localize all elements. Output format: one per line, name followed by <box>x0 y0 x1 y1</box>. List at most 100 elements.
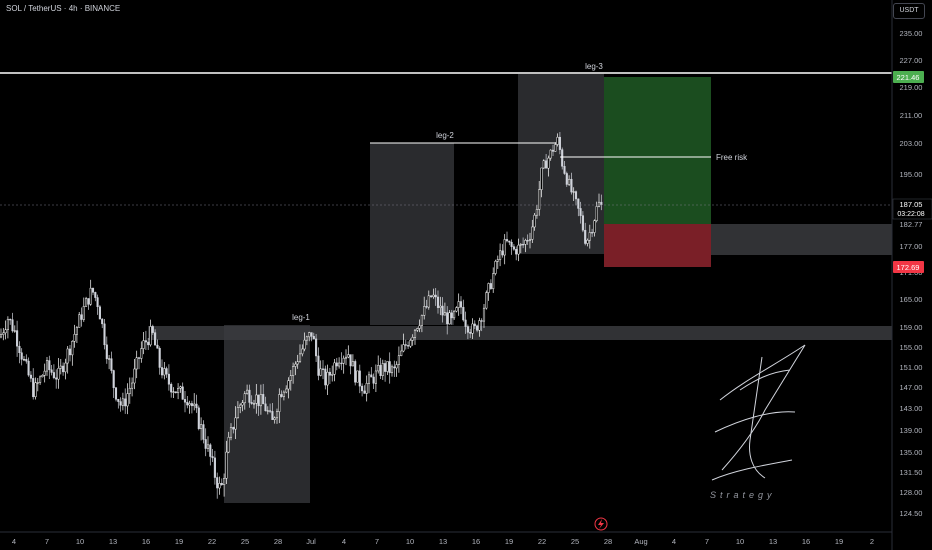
candle-body <box>427 295 430 308</box>
candle-body <box>321 368 325 370</box>
candle-body <box>363 390 366 394</box>
candle-body <box>91 287 95 293</box>
candle-body <box>48 360 51 371</box>
candle-body <box>512 246 515 250</box>
y-tick-label: 219.00 <box>900 83 923 92</box>
free-risk-label: Free risk <box>716 153 748 162</box>
candle-body <box>384 363 387 372</box>
current-price-tag <box>892 198 932 220</box>
candle-body <box>257 394 260 407</box>
price-axis[interactable]: 124.50 128.00 131.50 135.00 139.00 143.00 147.… <box>891 0 923 550</box>
candle-body <box>584 229 587 244</box>
candle-body <box>275 411 279 419</box>
candle-body <box>591 232 594 234</box>
candle-body <box>183 399 187 403</box>
candle-body <box>446 312 449 325</box>
candle-body <box>177 387 180 394</box>
candle-body <box>218 483 221 489</box>
candle-body <box>395 364 398 369</box>
x-tick-label: 19 <box>835 537 843 546</box>
candle-body <box>142 340 145 349</box>
candle-body <box>473 323 476 327</box>
x-tick-label: 16 <box>472 537 480 546</box>
candle-body <box>11 319 14 332</box>
candle-body <box>43 370 46 376</box>
time-axis[interactable]: 4 7 10 13 16 19 22 25 28 Jul 4 7 10 13 16 19 22 25 28 Aug 4 7… <box>0 531 892 546</box>
candle-body <box>476 325 479 331</box>
candle-body <box>328 371 331 376</box>
currency-button[interactable]: USDT <box>893 3 925 19</box>
candle-body <box>13 330 16 332</box>
candle-body <box>402 344 405 352</box>
candle-body <box>443 312 446 316</box>
candle-body <box>206 444 210 449</box>
candle-body <box>151 326 154 333</box>
candle-body <box>533 214 536 228</box>
candle-body <box>163 368 166 376</box>
x-tick-label: 4 <box>342 537 346 546</box>
candle-body <box>149 326 152 346</box>
candle-body <box>266 410 269 412</box>
candle-body <box>45 360 49 372</box>
candle-body <box>29 374 32 379</box>
candle-body <box>579 208 582 216</box>
x-tick-label: 7 <box>45 537 49 546</box>
x-tick-label: 28 <box>604 537 612 546</box>
candle-body <box>434 294 437 298</box>
candle-body <box>211 456 214 459</box>
candle-body <box>510 241 513 247</box>
candle-body <box>489 283 492 289</box>
candle-body <box>213 457 216 478</box>
candle-body <box>128 387 131 394</box>
candle-body <box>200 424 203 429</box>
candle-body <box>101 318 104 325</box>
x-tick-label: 4 <box>12 537 16 546</box>
candle-body <box>209 444 212 457</box>
candle-body <box>73 334 76 342</box>
candle-body <box>62 365 65 373</box>
candle-body <box>89 287 92 305</box>
lightning-icon[interactable] <box>594 517 608 531</box>
symbol-title[interactable]: SOL / TetherUS · 4h · BINANCE <box>6 4 121 13</box>
y-tick-label: 151.00 <box>900 363 923 372</box>
candle-body <box>82 306 85 320</box>
candle-body <box>4 329 7 334</box>
candle-body <box>264 403 267 412</box>
candle-body <box>124 398 127 407</box>
candle-body <box>577 198 580 209</box>
candle-body <box>351 361 354 367</box>
candle-body <box>535 209 538 216</box>
candle-body <box>480 320 483 322</box>
x-tick-label: 25 <box>571 537 579 546</box>
candle-body <box>34 382 37 398</box>
candle-body <box>22 359 26 361</box>
candle-body <box>57 368 60 380</box>
candle-body <box>305 336 308 341</box>
candle-body <box>156 344 159 349</box>
candle-body <box>2 332 5 335</box>
candle-body <box>220 483 223 486</box>
candle-body <box>250 402 253 404</box>
candle-body <box>298 353 302 362</box>
candle-body <box>374 370 377 384</box>
candle-body <box>80 314 83 320</box>
candle-body <box>195 403 198 409</box>
candle-body <box>432 294 435 298</box>
candle-body <box>32 378 35 398</box>
candle-body <box>52 372 55 379</box>
candle-body <box>174 391 177 394</box>
candle-body <box>239 404 242 408</box>
candle-body <box>246 389 249 394</box>
candle-body <box>59 365 62 369</box>
candle-body <box>349 354 352 367</box>
candle-body <box>285 388 288 393</box>
candle-body <box>50 369 53 373</box>
candle-body <box>361 385 364 392</box>
candle-body <box>485 292 488 309</box>
candle-body <box>248 389 251 403</box>
watermark-text: Strategy <box>710 490 776 500</box>
candle-body <box>269 410 272 412</box>
y-tick-label: 165.00 <box>900 295 923 304</box>
